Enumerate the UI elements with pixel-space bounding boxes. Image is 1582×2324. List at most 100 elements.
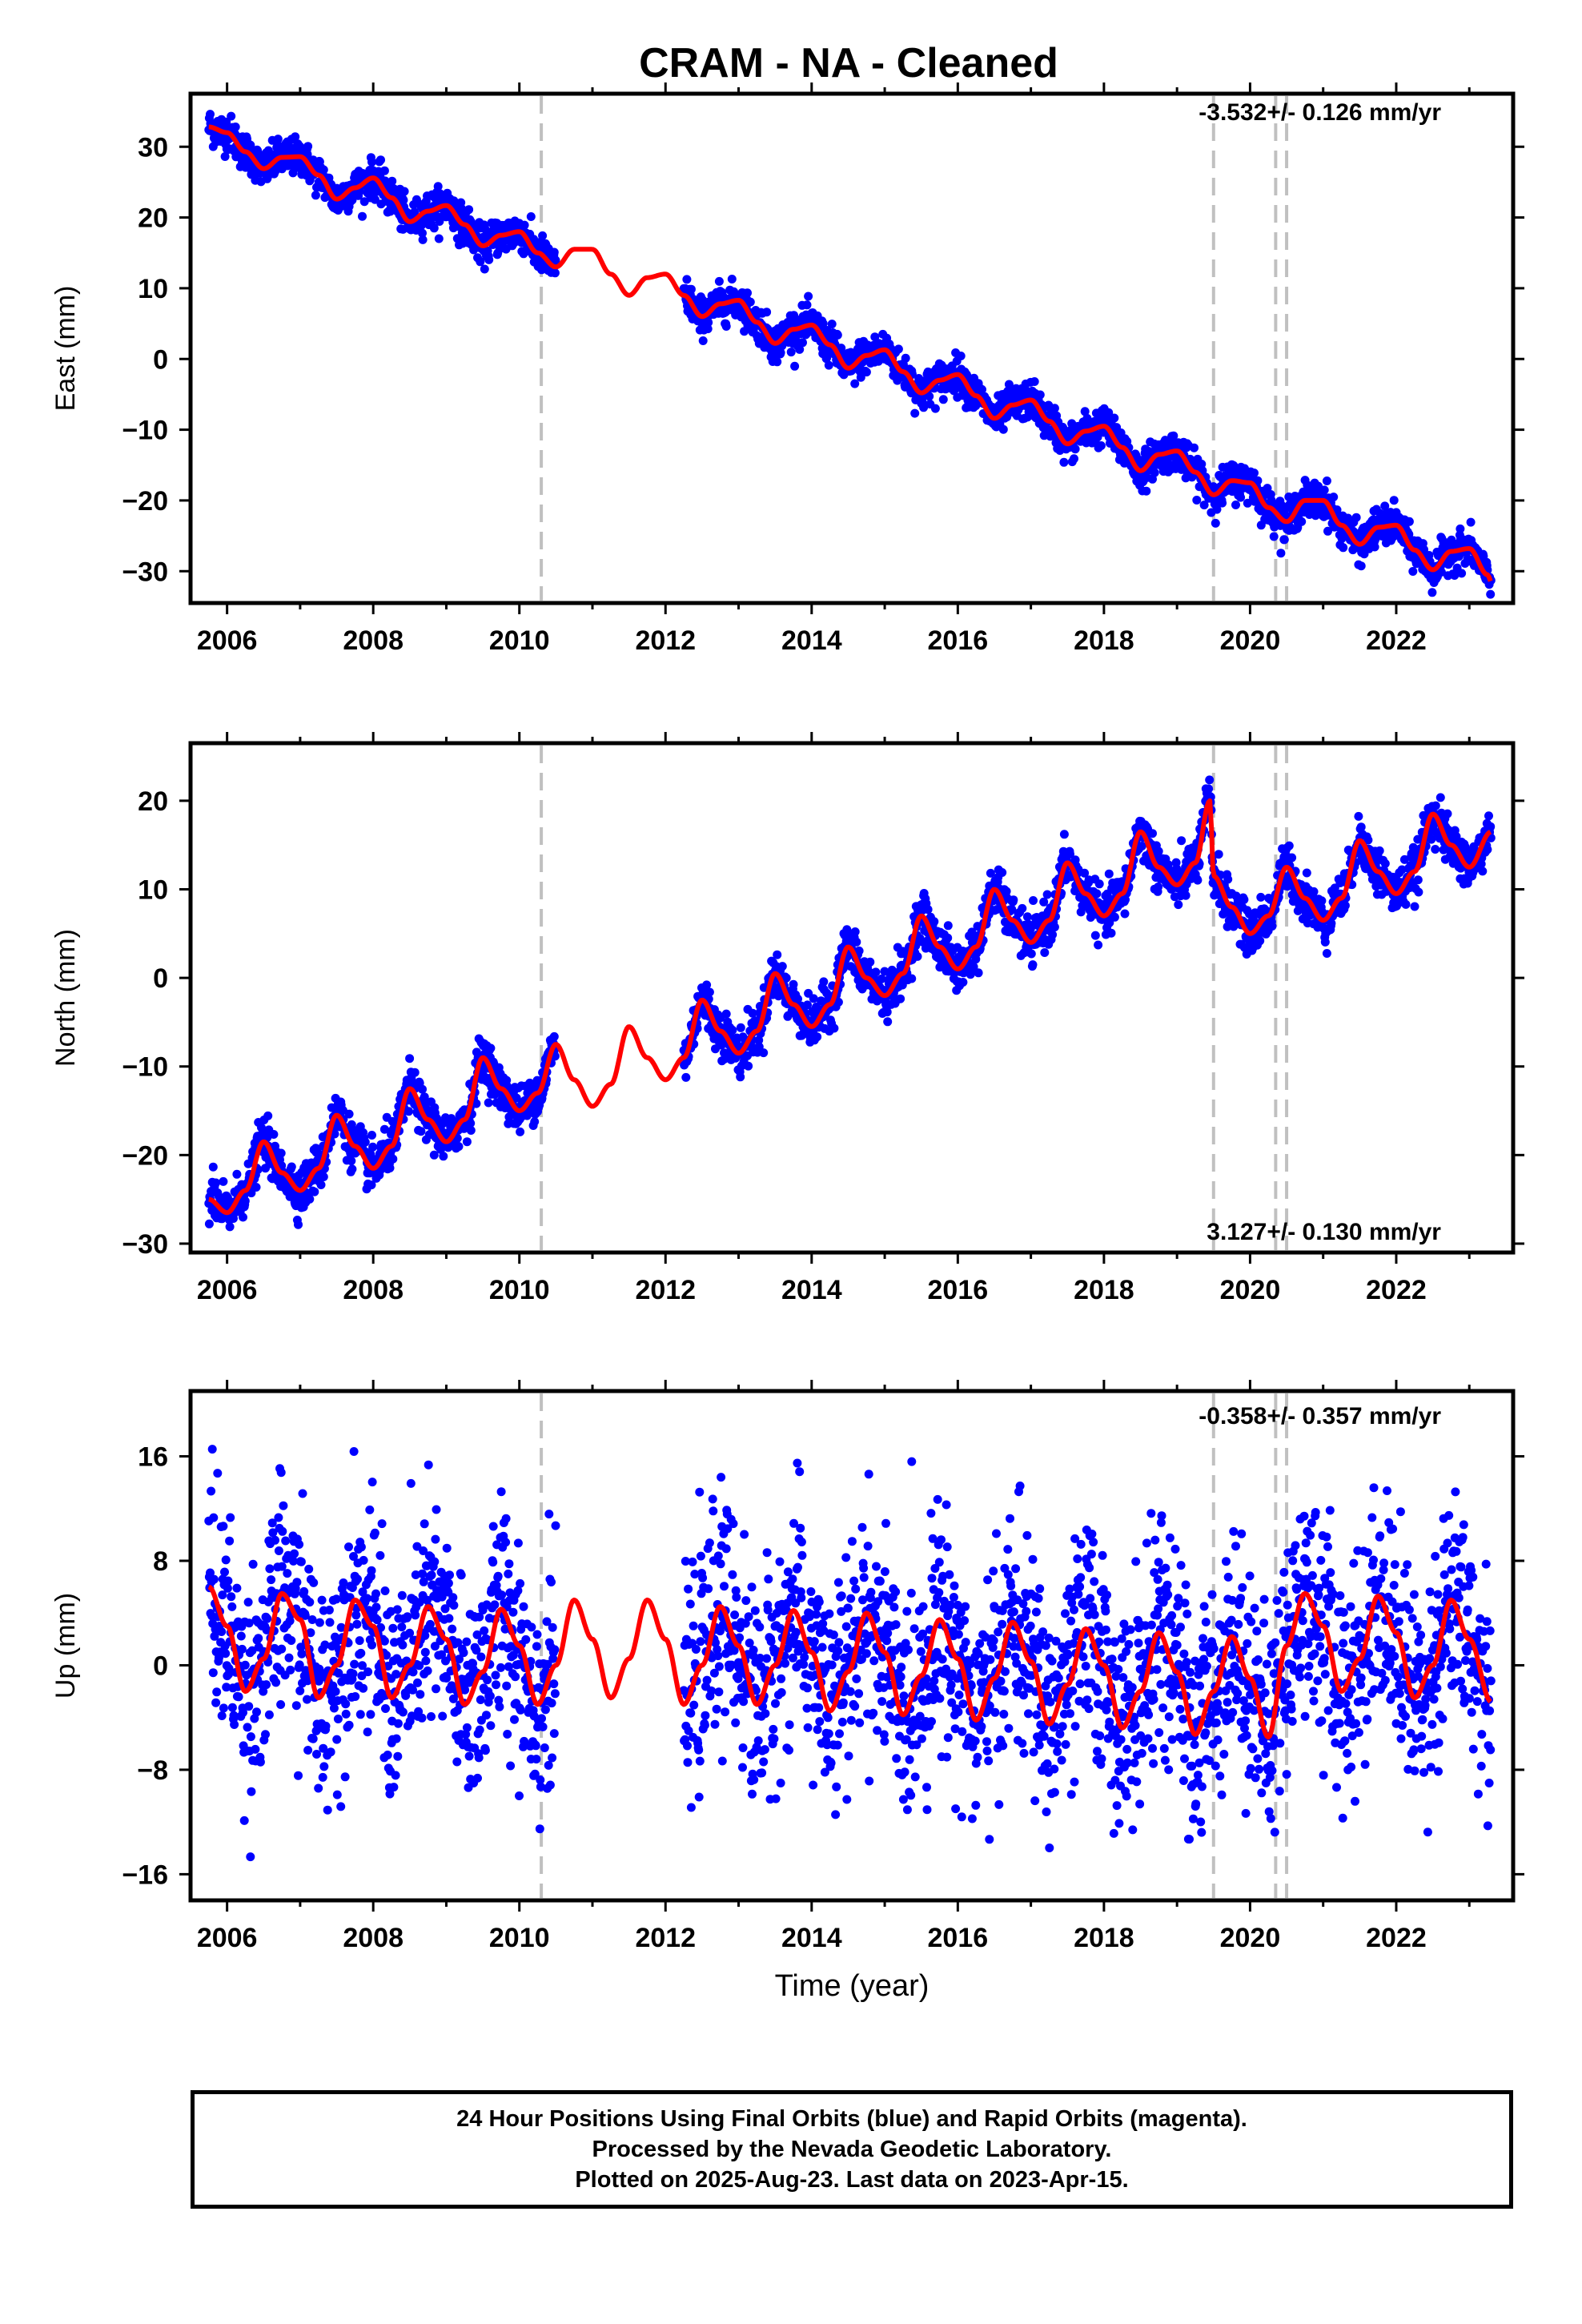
data-point bbox=[388, 1154, 398, 1164]
data-point bbox=[418, 228, 427, 238]
data-point bbox=[367, 1131, 376, 1140]
data-point bbox=[998, 868, 1007, 877]
x-tick-label: 2006 bbox=[197, 1275, 258, 1305]
data-point bbox=[319, 1172, 328, 1181]
data-point bbox=[790, 361, 800, 371]
data-point bbox=[1457, 569, 1467, 578]
data-point bbox=[744, 1061, 753, 1071]
data-point bbox=[1486, 589, 1496, 599]
data-point bbox=[1205, 775, 1215, 785]
data-point bbox=[721, 1009, 731, 1019]
data-point bbox=[802, 300, 812, 310]
data-point bbox=[956, 352, 966, 360]
data-point bbox=[974, 968, 983, 978]
data-point bbox=[852, 937, 861, 947]
data-point bbox=[1050, 404, 1059, 413]
data-point bbox=[287, 1162, 296, 1172]
data-point bbox=[714, 276, 724, 286]
data-point bbox=[1204, 784, 1214, 794]
data-point bbox=[273, 135, 283, 144]
data-point bbox=[387, 176, 397, 186]
data-point bbox=[986, 868, 995, 878]
data-point bbox=[1231, 501, 1240, 509]
data-point bbox=[1096, 441, 1106, 450]
data-point bbox=[1110, 912, 1119, 922]
data-point bbox=[1018, 903, 1027, 913]
y-tick-label: −30 bbox=[122, 557, 168, 587]
data-point bbox=[1181, 891, 1191, 900]
data-point bbox=[1174, 900, 1183, 910]
x-tick-label: 2018 bbox=[1074, 625, 1134, 656]
data-point bbox=[727, 275, 737, 283]
data-point bbox=[360, 1137, 370, 1147]
data-point bbox=[1177, 836, 1186, 846]
data-point bbox=[743, 288, 752, 298]
data-point bbox=[347, 195, 357, 205]
plot-area-east: 2006 2008 2010 2012 2014 2016 2018 2020 20223020… bbox=[122, 82, 1524, 656]
data-point bbox=[439, 1152, 448, 1161]
data-point bbox=[773, 950, 782, 959]
data-point bbox=[550, 268, 560, 278]
plot-frame-east bbox=[188, 91, 1516, 605]
data-point bbox=[829, 1023, 839, 1033]
data-point bbox=[416, 1127, 426, 1136]
data-point bbox=[882, 1007, 892, 1017]
x-tick-label: 2014 bbox=[781, 1275, 842, 1305]
data-point bbox=[1070, 454, 1078, 464]
scatter-series bbox=[204, 775, 1496, 1232]
x-tick-label: 2008 bbox=[343, 1275, 404, 1305]
y-tick-label: −10 bbox=[122, 416, 168, 446]
data-point bbox=[429, 223, 439, 233]
data-point bbox=[376, 155, 385, 165]
data-point bbox=[681, 1072, 691, 1082]
data-point bbox=[1050, 923, 1059, 932]
data-point bbox=[400, 187, 409, 196]
x-tick-label: 2016 bbox=[928, 1275, 989, 1305]
data-point bbox=[291, 132, 300, 142]
data-point bbox=[1339, 543, 1348, 553]
data-point bbox=[219, 1176, 228, 1186]
y-tick-label: −20 bbox=[122, 1140, 168, 1171]
data-point bbox=[1110, 413, 1119, 423]
data-point bbox=[370, 195, 379, 204]
data-point bbox=[1022, 912, 1032, 922]
data-point bbox=[418, 1084, 427, 1094]
data-point bbox=[410, 1068, 420, 1077]
data-point bbox=[311, 191, 320, 200]
x-tick-label: 2022 bbox=[1366, 1275, 1427, 1305]
data-point bbox=[1276, 549, 1286, 558]
data-point bbox=[1009, 895, 1018, 905]
data-point bbox=[698, 336, 708, 345]
data-point bbox=[850, 379, 860, 388]
data-point bbox=[923, 905, 933, 915]
data-point bbox=[893, 344, 903, 354]
data-point bbox=[1370, 542, 1379, 552]
data-point bbox=[871, 967, 881, 977]
data-point bbox=[804, 292, 813, 301]
data-point bbox=[1214, 850, 1223, 859]
data-point bbox=[1029, 896, 1038, 905]
data-point bbox=[1404, 517, 1414, 526]
y-tick-label: 20 bbox=[138, 203, 168, 234]
data-point bbox=[1408, 567, 1418, 576]
data-point bbox=[1094, 879, 1104, 889]
data-point bbox=[1042, 890, 1052, 899]
data-point bbox=[1040, 948, 1050, 957]
data-point bbox=[1297, 517, 1307, 526]
x-tick-label: 2012 bbox=[635, 1275, 696, 1305]
data-point bbox=[827, 320, 837, 329]
data-point bbox=[1035, 390, 1045, 400]
data-point bbox=[686, 284, 696, 294]
data-point bbox=[476, 257, 485, 267]
data-point bbox=[404, 1107, 413, 1116]
data-point bbox=[305, 1194, 315, 1204]
data-point bbox=[269, 1130, 279, 1139]
data-point bbox=[520, 220, 529, 230]
data-point bbox=[1329, 493, 1339, 502]
data-point bbox=[347, 1156, 356, 1166]
data-point bbox=[1090, 931, 1100, 940]
data-point bbox=[762, 308, 772, 317]
data-point bbox=[433, 182, 443, 191]
data-point bbox=[1154, 883, 1163, 891]
